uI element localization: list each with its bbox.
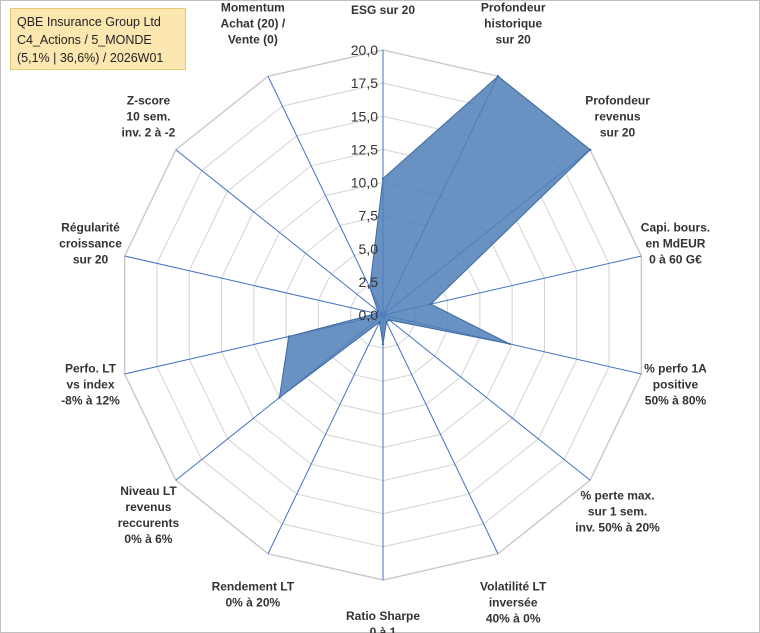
- spoke-line: [267, 76, 384, 316]
- data-point: [508, 342, 511, 346]
- tick-label: 15,0: [351, 108, 378, 124]
- axis-label: Capi. bours. en MdEUR 0 à 60 G€: [641, 221, 710, 267]
- axis-label: Rendement LT 0% à 20%: [212, 579, 295, 609]
- data-point: [376, 309, 380, 313]
- tick-label: 2,5: [359, 274, 379, 290]
- data-point: [429, 302, 432, 306]
- axis-label: Momentum Achat (20) / Vente (0): [220, 1, 285, 47]
- data-point: [287, 335, 290, 338]
- spoke-line: [175, 149, 384, 316]
- tick-label: 17,5: [351, 75, 378, 91]
- spoke-line: [267, 314, 384, 554]
- spoke-line: [382, 314, 499, 554]
- axis-label: Niveau LT revenus reccurents 0% à 6%: [118, 484, 180, 546]
- data-point: [496, 75, 500, 78]
- axis-label: NoteESG sur 20: [351, 0, 415, 17]
- data-point: [278, 396, 281, 399]
- spoke-line: [124, 255, 384, 316]
- tick-label: 0,0: [359, 307, 379, 323]
- title-line-category: C4_Actions / 5_MONDE: [17, 33, 152, 47]
- radial-tick-labels: 0,0 2,5 5,0 7,5 10,0 12,5 15,0 17,5 20,0: [351, 42, 378, 323]
- data-point: [381, 342, 385, 346]
- title-line-stats: (5,1% | 36,6%) / 2026W01: [17, 51, 164, 65]
- axis-label: Perfo. LT vs index -8% à 12%: [61, 361, 120, 407]
- data-point: [385, 320, 388, 324]
- title-line-company: QBE Insurance Group Ltd: [17, 15, 161, 29]
- tick-label: 5,0: [359, 241, 379, 257]
- axis-label: Régularité croissance sur 20: [59, 221, 122, 267]
- data-point: [368, 286, 371, 289]
- axis-label: Ratio Sharpe 0 à 1: [346, 609, 420, 633]
- axis-label: Z-score 10 sem. inv. 2 à -2: [122, 93, 176, 139]
- axis-label: % perte max. sur 1 sem. inv. 50% à 20%: [575, 489, 660, 535]
- radar-series: [278, 75, 592, 399]
- axis-label: % perfo 1A positive 50% à 80%: [644, 361, 707, 407]
- data-point: [375, 312, 378, 315]
- axis-label: Profondeur historique sur 20: [481, 1, 546, 47]
- data-point: [388, 318, 391, 322]
- axis-label: Profondeur revenus sur 20: [585, 93, 650, 139]
- spoke-line: [382, 314, 591, 481]
- tick-label: 12,5: [351, 141, 378, 157]
- data-point: [378, 320, 381, 324]
- tick-label: 20,0: [351, 42, 378, 58]
- data-point: [381, 177, 385, 180]
- axis-label: Volatilité LT inversée 40% à 0%: [480, 579, 547, 625]
- data-point: [588, 148, 592, 151]
- chart-title-box: QBE Insurance Group Ltd C4_Actions / 5_M…: [10, 8, 186, 70]
- tick-label: 7,5: [359, 208, 379, 224]
- tick-label: 10,0: [351, 175, 378, 191]
